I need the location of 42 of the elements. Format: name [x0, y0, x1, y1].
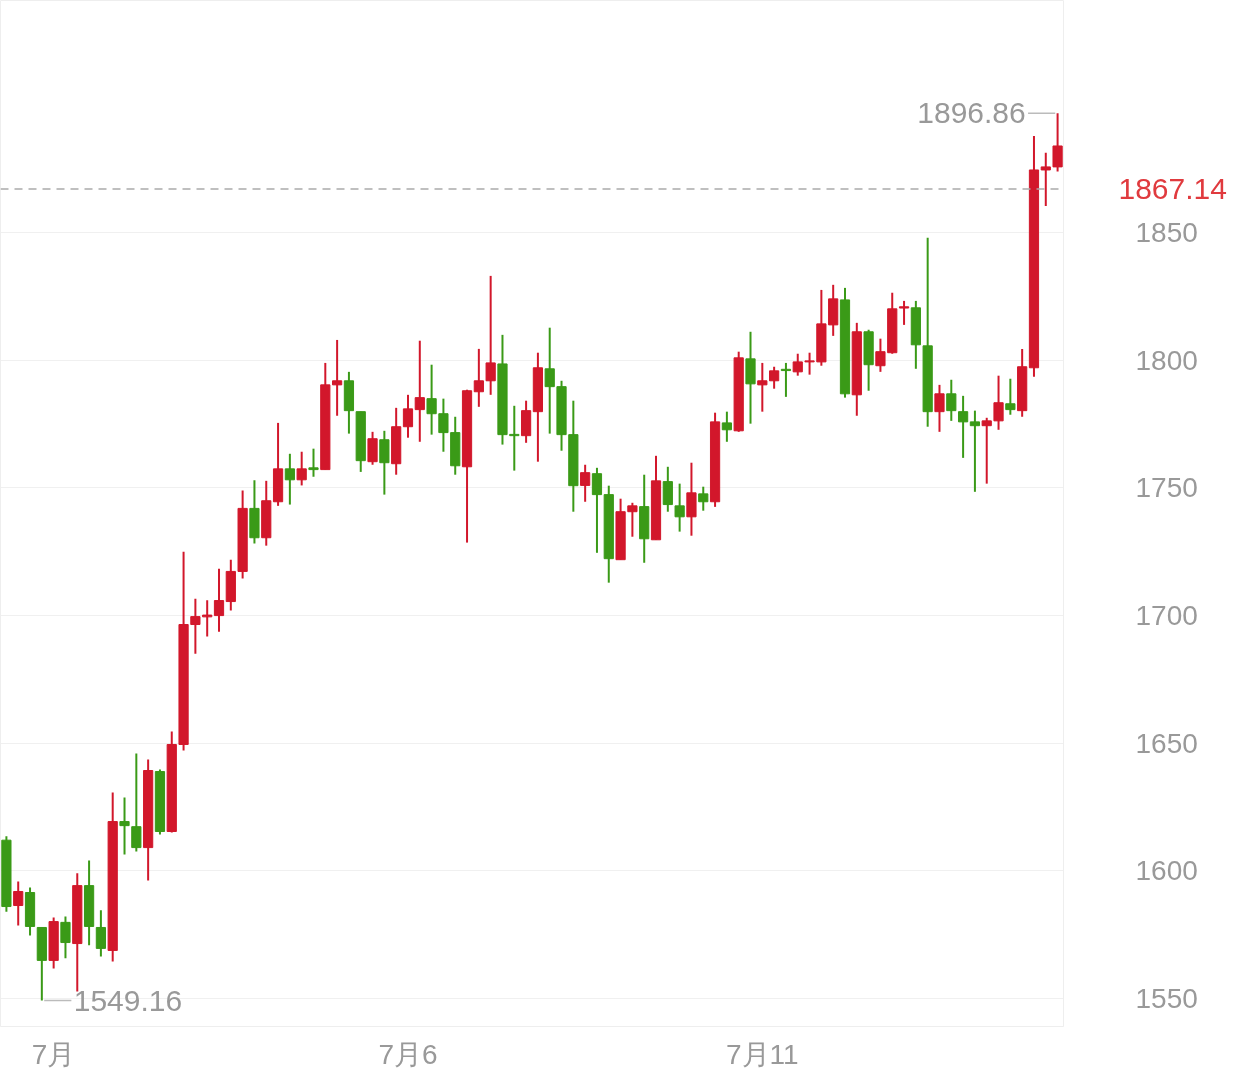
candlestick: [780, 361, 792, 398]
annotation: 1549.16: [73, 983, 183, 1017]
candlestick: [1005, 377, 1016, 416]
candlestick: [308, 447, 319, 478]
candlestick: [580, 463, 591, 503]
candlestick: [721, 410, 732, 443]
y-tick-label: 1700: [1135, 600, 1198, 632]
y-tick-label: 1650: [1135, 727, 1198, 759]
y-tick-label: 1800: [1135, 344, 1198, 376]
y-tick-label: 1600: [1135, 855, 1198, 887]
y-tick-label: 1850: [1135, 217, 1198, 249]
candlestick: [769, 365, 780, 390]
candlestick: [95, 909, 106, 958]
annotation: 1896.86: [917, 96, 1026, 130]
x-tick-label: 7月11: [726, 1038, 799, 1070]
candlestick: [662, 465, 673, 513]
y-tick-label: 1550: [1135, 982, 1198, 1014]
candlestick: [414, 339, 425, 443]
candlestick: [958, 394, 969, 459]
candlestick: [698, 485, 709, 512]
candlestick: [60, 915, 71, 960]
candlestick: [757, 361, 768, 413]
candlestick: [686, 461, 697, 537]
candlestick: [13, 880, 24, 927]
candlestick: [591, 466, 603, 554]
candlestick: [367, 430, 378, 466]
x-tick-label: 7月6: [378, 1038, 438, 1070]
candlestick: [934, 383, 945, 433]
candlestick: [296, 450, 307, 487]
candlestick: [379, 429, 390, 496]
x-tick-label: 7月: [31, 1038, 76, 1070]
candlestick: [946, 378, 957, 422]
candlestick: [284, 452, 295, 506]
candlestick: [969, 409, 981, 493]
candlestick: [402, 393, 414, 439]
ref-line-label: 1867.14: [1118, 172, 1227, 206]
candlestick: [213, 567, 225, 633]
candlestick: [131, 752, 142, 853]
candlestick: [119, 796, 130, 856]
candlestick: [674, 482, 685, 533]
candlestick: [898, 299, 910, 326]
y-tick-label: 1750: [1135, 472, 1198, 504]
